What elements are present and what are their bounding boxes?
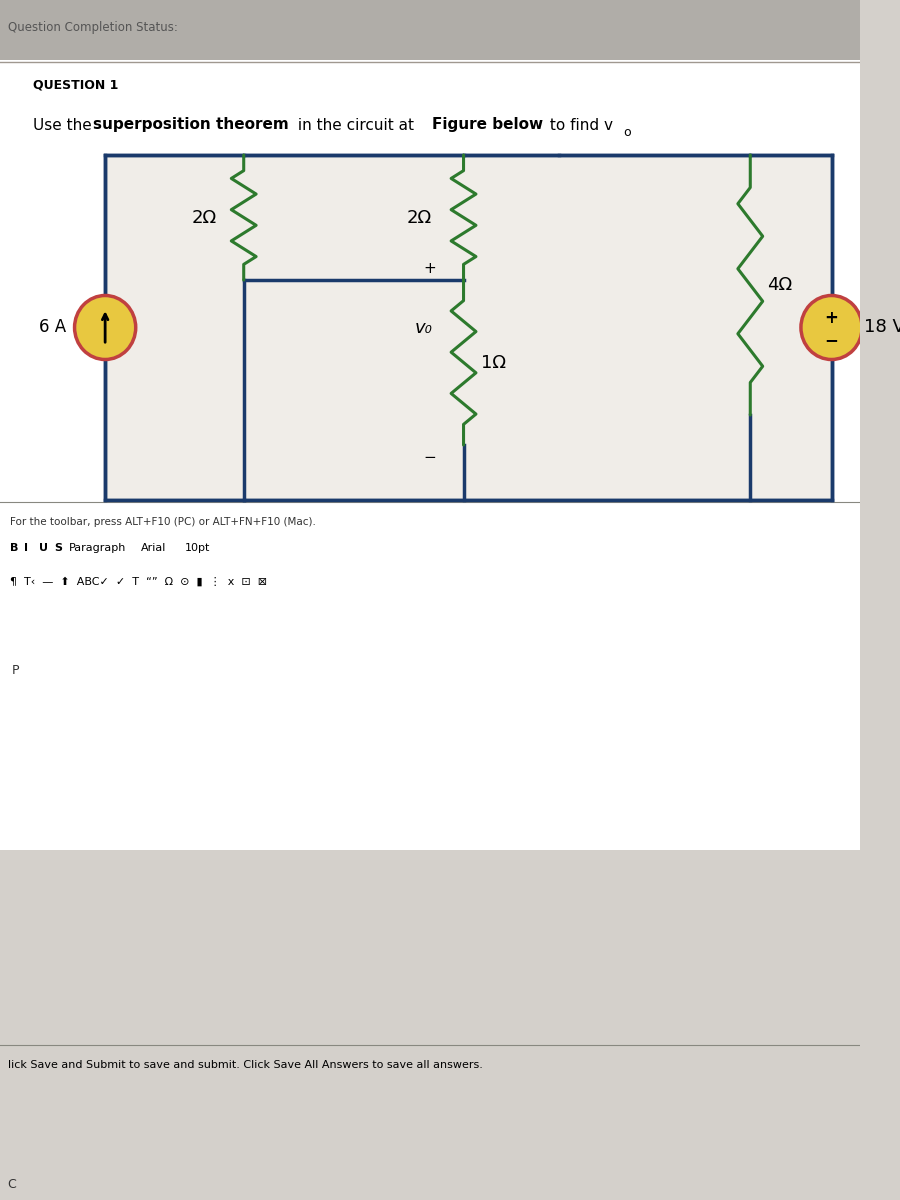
Circle shape xyxy=(801,295,862,360)
Text: 10pt: 10pt xyxy=(184,542,210,553)
Text: B: B xyxy=(10,542,18,553)
Text: For the toolbar, press ALT+F10 (PC) or ALT+FN+F10 (Mac).: For the toolbar, press ALT+F10 (PC) or A… xyxy=(10,517,315,527)
Text: Figure below: Figure below xyxy=(432,118,543,132)
Text: 2Ω: 2Ω xyxy=(192,209,217,227)
FancyBboxPatch shape xyxy=(0,850,860,1200)
Text: +: + xyxy=(424,260,436,276)
Text: 18 V: 18 V xyxy=(864,318,900,336)
Text: Question Completion Status:: Question Completion Status: xyxy=(7,22,177,35)
Text: QUESTION 1: QUESTION 1 xyxy=(33,78,119,91)
FancyBboxPatch shape xyxy=(0,0,860,60)
Text: U: U xyxy=(40,542,49,553)
Text: lick Save and Submit to save and submit. Click Save All Answers to save all answ: lick Save and Submit to save and submit.… xyxy=(7,1060,482,1070)
Text: 6 A: 6 A xyxy=(39,318,66,336)
Text: in the circuit at: in the circuit at xyxy=(293,118,419,132)
Text: 1Ω: 1Ω xyxy=(481,354,506,372)
Text: Arial: Arial xyxy=(141,542,166,553)
Text: v₀: v₀ xyxy=(415,319,432,337)
Text: Use the: Use the xyxy=(33,118,97,132)
Text: −: − xyxy=(824,331,839,349)
Text: I: I xyxy=(24,542,29,553)
Text: o: o xyxy=(623,126,631,138)
Text: P: P xyxy=(12,664,19,677)
Text: superposition theorem: superposition theorem xyxy=(93,118,289,132)
Text: 4Ω: 4Ω xyxy=(768,276,793,294)
Text: C: C xyxy=(7,1178,16,1192)
Text: to find v: to find v xyxy=(544,118,613,132)
Text: −: − xyxy=(424,450,436,464)
Text: S: S xyxy=(54,542,62,553)
FancyBboxPatch shape xyxy=(0,60,860,850)
Text: ¶  T‹  —  ⬆  ABC✓  ✓  T  “”  Ω  ⊙  ▮  ⋮  x  ⊡  ⊠: ¶ T‹ — ⬆ ABC✓ ✓ T “” Ω ⊙ ▮ ⋮ x ⊡ ⊠ xyxy=(10,577,266,587)
Text: 2Ω: 2Ω xyxy=(407,209,432,227)
Circle shape xyxy=(75,295,136,360)
FancyBboxPatch shape xyxy=(105,155,832,500)
Text: Paragraph: Paragraph xyxy=(68,542,126,553)
Text: +: + xyxy=(824,308,839,326)
